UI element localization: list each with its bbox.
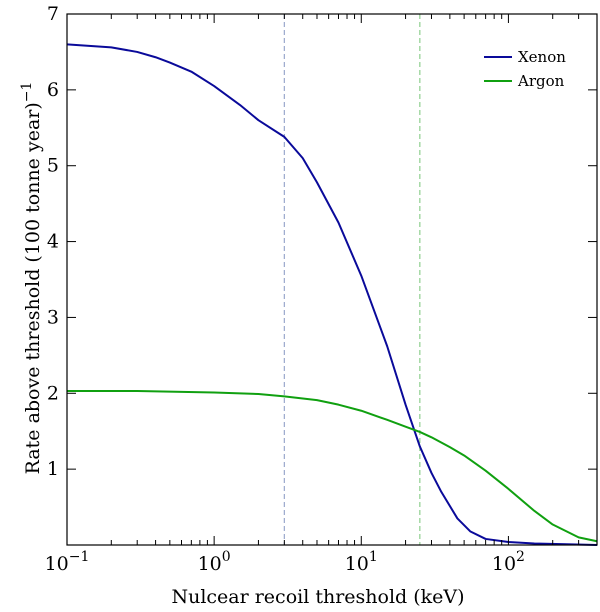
x-tick-exponent: −1 bbox=[69, 549, 90, 565]
legend-label-argon: Argon bbox=[517, 72, 565, 90]
series-line-xenon bbox=[66, 43, 598, 546]
x-axis-ticks: 10−1 100 101 102 bbox=[45, 14, 598, 575]
y-tick-label: 4 bbox=[47, 231, 59, 253]
x-tick-exponent: 0 bbox=[222, 549, 231, 565]
x-tick-label: 10−1 bbox=[45, 549, 90, 575]
y-tick-label: 6 bbox=[47, 79, 59, 101]
series-lines bbox=[66, 43, 598, 546]
series-line-argon bbox=[67, 390, 598, 543]
x-tick-base: 10 bbox=[198, 553, 222, 575]
threshold-lines bbox=[283, 14, 421, 545]
legend-label-xenon: Xenon bbox=[518, 48, 566, 66]
x-tick-label: 102 bbox=[492, 549, 525, 575]
y-tick-label: 7 bbox=[47, 3, 59, 25]
x-tick-exponent: 2 bbox=[516, 549, 525, 565]
x-axis-label: Nulcear recoil threshold (keV) bbox=[171, 586, 464, 608]
y-tick-label: 1 bbox=[47, 458, 59, 480]
y-tick-label: 5 bbox=[47, 155, 59, 177]
plot-frame bbox=[66, 13, 598, 546]
y-axis-label-exponent: −1 bbox=[19, 82, 35, 103]
y-axis-ticks: 1 2 3 4 5 6 7 bbox=[47, 3, 597, 480]
y-axis-label: Rate above threshold (100 tonne year)−1 bbox=[19, 82, 44, 475]
x-tick-label: 101 bbox=[345, 549, 378, 575]
y-tick-label: 3 bbox=[47, 306, 59, 328]
x-tick-base: 10 bbox=[345, 553, 369, 575]
x-tick-base: 10 bbox=[492, 553, 516, 575]
x-tick-exponent: 1 bbox=[369, 549, 378, 565]
y-axis-label-text: Rate above threshold (100 tonne year) bbox=[22, 102, 44, 474]
x-tick-label: 100 bbox=[198, 549, 231, 575]
legend: Xenon Argon bbox=[484, 48, 566, 90]
x-tick-base: 10 bbox=[45, 553, 69, 575]
y-tick-label: 2 bbox=[47, 382, 59, 404]
